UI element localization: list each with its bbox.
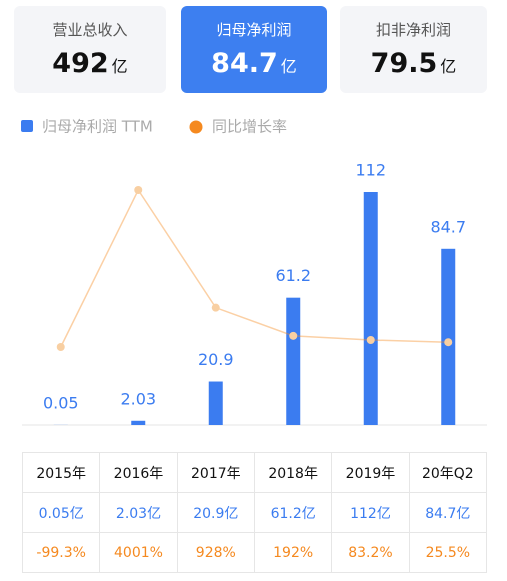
bar-value-label: 61.2 (275, 266, 311, 285)
table-cell: 2017年 (176, 452, 255, 493)
table-row: 0.05亿 2.03亿 20.9亿 61.2亿 112亿 84.7亿 (21, 492, 488, 533)
bar-value-label: 2.03 (120, 389, 156, 408)
tab-label: 扣非净利润 (375, 21, 451, 39)
tab-number: 84.7 (211, 48, 278, 79)
tab-number: 492 (52, 48, 109, 79)
table-row: -99.3% 4001% 928% 192% 83.2% 25.5% (21, 532, 488, 573)
tab[interactable]: 扣非净利润 79.5 亿 (340, 6, 487, 93)
tab[interactable]: 归母净利润 84.7 亿 (181, 6, 327, 93)
table-cell: 61.2亿 (253, 492, 333, 533)
tab-value: 84.7 亿 (181, 48, 327, 79)
legend-label: 同比增长率 (212, 118, 287, 136)
table-cell: 2016年 (99, 452, 178, 493)
table-cell: 2.03亿 (99, 492, 178, 533)
growth-point (211, 303, 220, 312)
table-cell: 928% (176, 532, 255, 573)
tab[interactable]: 营业总收入 492 亿 (14, 6, 166, 93)
tab-number: 79.5 (370, 48, 438, 79)
growth-point (134, 186, 143, 194)
bar (286, 297, 301, 425)
tab-unit: 亿 (111, 57, 128, 76)
table-cell: 0.05亿 (21, 492, 101, 533)
data-table: 2015年 2016年 2017年 2018年 2019年 20年Q2 0.05亿 2.03亿… (21, 452, 488, 573)
chart: 归母净利润 TTM 同比增长率 0.05 2.03 20.9 61.2 112 84.7 (21, 118, 487, 426)
table-cell: 2015年 (21, 452, 101, 493)
table-cell: 20年Q2 (408, 452, 488, 493)
bar-value-label: 84.7 (430, 217, 466, 236)
bar (131, 420, 146, 425)
table-cell: 2019年 (331, 452, 410, 493)
table-cell: 4001% (99, 532, 178, 573)
bar (441, 248, 456, 425)
tab-label: 营业总收入 (52, 21, 128, 39)
growth-point (56, 343, 65, 351)
table-cell: 25.5% (408, 532, 488, 573)
legend-label: 归母净利润 TTM (42, 118, 153, 136)
legend-swatch (21, 120, 33, 132)
tab-label: 归母净利润 (216, 21, 292, 39)
table-cell: -99.3% (21, 532, 101, 573)
growth-point (289, 331, 298, 340)
bar (363, 192, 378, 425)
tab-value: 492 亿 (14, 48, 166, 79)
table-row: 2015年 2016年 2017年 2018年 2019年 20年Q2 (21, 452, 488, 493)
tab-unit: 亿 (440, 57, 457, 76)
bar-value-label: 20.9 (198, 350, 234, 369)
table-cell: 2018年 (253, 452, 333, 493)
growth-point (366, 336, 375, 345)
tab-unit: 亿 (280, 57, 297, 76)
table-cell: 192% (253, 532, 333, 573)
legend-swatch (189, 120, 203, 134)
bar (208, 381, 223, 425)
table-cell: 83.2% (331, 532, 410, 573)
table-cell: 20.9亿 (176, 492, 255, 533)
bar-value-label: 0.05 (43, 393, 79, 412)
bar-value-label: 112 (355, 161, 386, 180)
growth-line (60, 188, 449, 348)
growth-point (444, 338, 453, 347)
table-cell: 112亿 (331, 492, 410, 533)
tab-value: 79.5 亿 (340, 48, 487, 79)
table-cell: 84.7亿 (408, 492, 488, 533)
